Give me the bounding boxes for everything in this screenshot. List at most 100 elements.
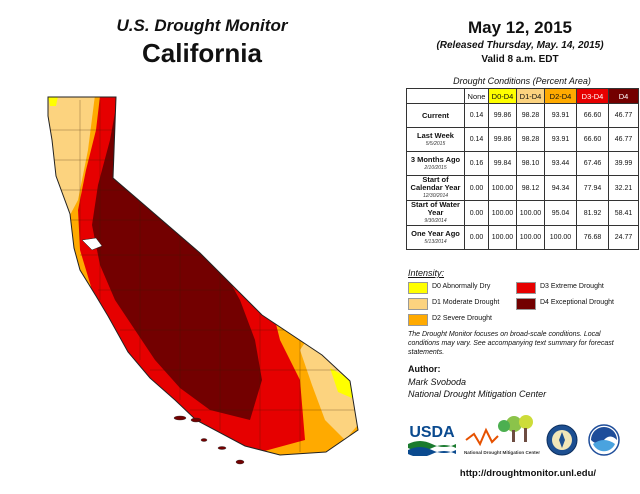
california-drought-map [47,96,359,465]
cell: 100.00 [544,225,577,250]
cell: 98.28 [516,127,545,152]
cell: 100.00 [488,225,517,250]
cell: 98.10 [516,151,545,176]
swatch-d1 [408,298,428,310]
usda-logo: USDA [408,424,456,456]
row-label-text: One Year Ago [411,228,460,238]
cell: 46.77 [608,103,639,128]
commerce-seal-icon [546,424,578,456]
cell: 76.68 [576,225,609,250]
row-label-text: Last Week [417,130,454,140]
author-organization: National Drought Mitigation Center [408,389,547,399]
county-lines [48,100,355,452]
cell: 98.12 [516,175,545,201]
header-d0-d4: D0-D4 [488,88,517,104]
swatch-d0 [408,282,428,294]
row-label: 3 Months Ago 2/10/2015 [406,151,465,176]
cell: 66.60 [576,103,609,128]
table-row: One Year Ago 5/13/2014 0.00 100.00 100.00… [406,225,639,250]
row-label: Current [406,103,465,128]
cell: 0.14 [464,127,489,152]
cell: 67.46 [576,151,609,176]
cell: 39.99 [608,151,639,176]
state-outline [47,96,359,456]
website-url[interactable]: http://droughtmonitor.unl.edu/ [459,468,597,479]
d0-region [330,368,352,398]
header-d3-d4: D3-D4 [576,88,609,104]
row-label: Last Week 5/5/2015 [406,127,465,152]
row-date: 5/5/2015 [425,140,446,147]
valid-time: Valid 8 a.m. EDT [481,54,559,65]
table-header-row: None D0-D4 D1-D4 D2-D4 D3-D4 D4 [406,88,639,104]
row-label: Start of Calendar Year 12/30/2014 [406,175,465,201]
disclaimer-note: The Drought Monitor focuses on broad-sca… [408,331,614,356]
drought-conditions-table: None D0-D4 D1-D4 D2-D4 D3-D4 D4 Current … [406,88,639,250]
cell: 0.00 [464,200,489,226]
ndmc-logo: National Drought Mitigation Center [464,415,540,455]
d1-region-east-desert [300,335,358,440]
row-label-text: Start of Calendar Year [410,175,461,192]
row-date: 12/30/2014 [422,193,449,199]
map-date: May 12, 2015 [468,18,572,37]
cell: 0.00 [464,225,489,250]
cell: 0.16 [464,151,489,176]
row-label-text: 3 Months Ago [410,154,461,164]
cell: 100.00 [516,225,545,250]
release-date: (Released Thursday, May. 14, 2015) [436,40,604,51]
header-d1-d4: D1-D4 [516,88,545,104]
d1-region-north-coast [48,97,95,215]
row-date: 9/30/2014 [424,218,447,224]
legend-label-d1: D1 Moderate Drought [432,299,500,306]
row-label: Start of Water Year 9/30/2014 [406,200,465,226]
cell: 93.91 [544,127,577,152]
header-d2-d4: D2-D4 [544,88,577,104]
header-none: None [464,88,489,104]
row-label: One Year Ago 5/13/2014 [406,225,465,250]
cell: 99.86 [488,127,517,152]
cell: 58.41 [608,200,639,226]
cell: 24.77 [608,225,639,250]
legend-label-d2: D2 Severe Drought [432,315,492,322]
bay-water [81,237,103,251]
swatch-d2 [408,314,428,326]
table-row: Current 0.14 99.86 98.28 93.91 66.60 46.… [406,103,639,128]
d0-region-northwest [48,97,58,106]
header-d4: D4 [608,88,639,104]
cell: 0.14 [464,103,489,128]
cell: 93.91 [544,103,577,128]
row-label-text: Start of Water Year [411,200,460,217]
cell: 0.00 [464,175,489,201]
cell: 93.44 [544,151,577,176]
cell: 95.04 [544,200,577,226]
legend-label-d3: D3 Extreme Drought [540,283,604,290]
cell: 66.60 [576,127,609,152]
cell: 100.00 [516,200,545,226]
program-title: U.S. Drought Monitor [116,16,288,35]
table-caption: Drought Conditions (Percent Area) [453,76,591,86]
legend-label-d4: D4 Exceptional Drought [540,299,614,306]
row-label-text: Current [421,110,450,120]
legend-title: Intensity: [408,268,445,278]
cell: 100.00 [488,175,517,201]
cell: 81.92 [576,200,609,226]
d4-region [92,97,262,420]
cell: 100.00 [488,200,517,226]
cell: 46.77 [608,127,639,152]
noaa-logo-icon [588,424,620,456]
header-blank [406,88,465,104]
cell: 94.34 [544,175,577,201]
swatch-d3 [516,282,536,294]
legend: D0 Abnormally Dry D1 Moderate Drought D2… [408,282,638,328]
cell: 99.86 [488,103,517,128]
swatch-d4 [516,298,536,310]
cell: 77.94 [576,175,609,201]
legend-label-d0: D0 Abnormally Dry [432,283,491,290]
table-row: Start of Water Year 9/30/2014 0.00 100.00… [406,200,639,226]
row-date: 5/13/2014 [424,238,447,245]
author-heading: Author: [408,364,441,374]
ndmc-logo-text: National Drought Mitigation Center [464,450,540,455]
cell: 32.21 [608,175,639,201]
row-date: 2/10/2015 [424,164,447,171]
channel-islands [173,415,245,465]
cell: 99.84 [488,151,517,176]
